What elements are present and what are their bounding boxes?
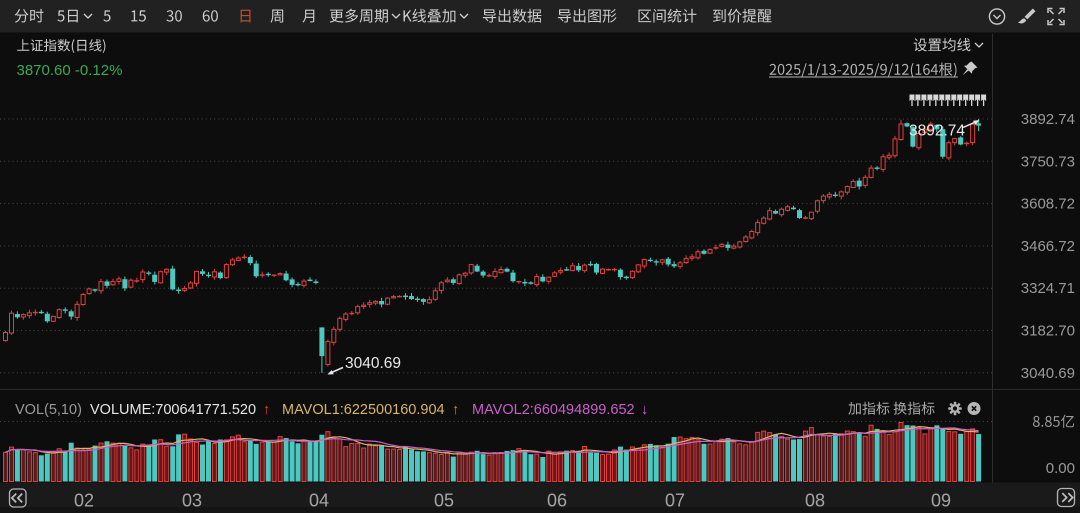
svg-text:0.00: 0.00 <box>1046 460 1075 477</box>
svg-text:↑: ↑ <box>263 402 270 418</box>
svg-text:VOL(5,10): VOL(5,10) <box>15 402 82 418</box>
svg-text:3182.70: 3182.70 <box>1021 323 1075 340</box>
svg-text:3466.72: 3466.72 <box>1021 238 1075 255</box>
svg-text:02: 02 <box>74 491 94 511</box>
svg-text:04: 04 <box>309 491 329 511</box>
svg-text:3040.69: 3040.69 <box>1021 365 1075 382</box>
svg-text:09: 09 <box>931 491 951 511</box>
svg-text:MAVOL2:660494899.652: MAVOL2:660494899.652 <box>472 402 635 418</box>
svg-text:08: 08 <box>805 491 825 511</box>
svg-text:3870.60 -0.12%: 3870.60 -0.12% <box>17 62 123 79</box>
svg-text:3892.74: 3892.74 <box>1021 111 1075 128</box>
svg-text:03: 03 <box>182 491 202 511</box>
svg-text:05: 05 <box>434 491 454 511</box>
svg-text:↓: ↓ <box>641 402 648 418</box>
svg-text:3040.69: 3040.69 <box>345 355 401 372</box>
svg-text:3608.72: 3608.72 <box>1021 196 1075 213</box>
svg-text:3892.74: 3892.74 <box>909 123 965 140</box>
svg-text:↑: ↑ <box>452 402 459 418</box>
svg-text:3324.71: 3324.71 <box>1021 280 1075 297</box>
svg-text:MAVOL1:622500160.904: MAVOL1:622500160.904 <box>282 402 445 418</box>
svg-text:VOLUME:700641771.520: VOLUME:700641771.520 <box>90 402 256 418</box>
svg-text:07: 07 <box>665 491 685 511</box>
svg-text:06: 06 <box>547 491 567 511</box>
svg-text:3750.73: 3750.73 <box>1021 153 1075 170</box>
